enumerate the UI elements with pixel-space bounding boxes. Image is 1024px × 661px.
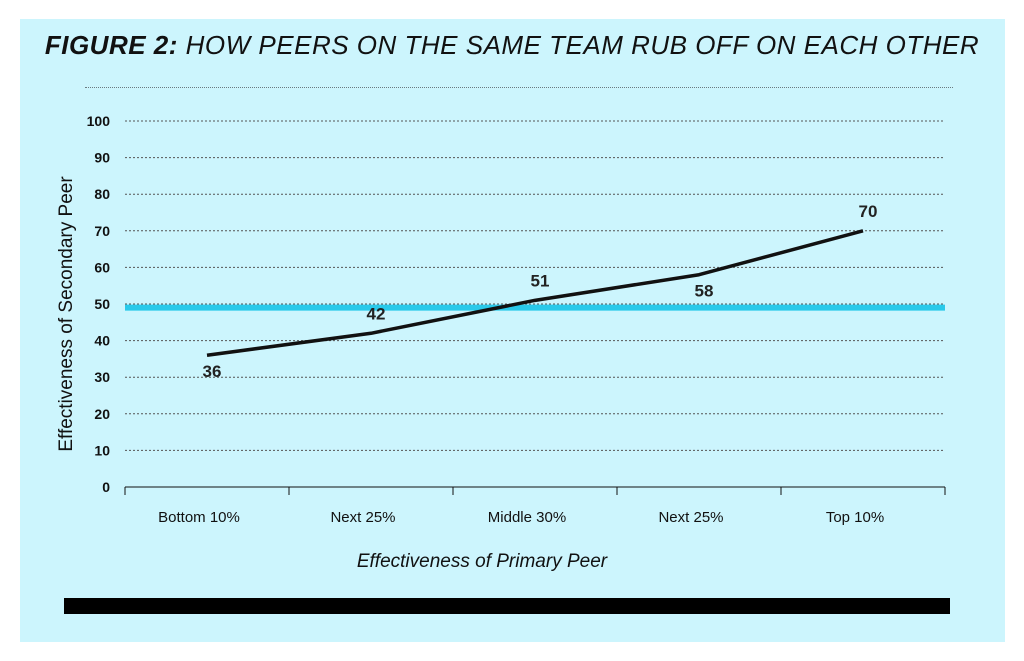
bottom-bar	[64, 598, 950, 614]
y-tick-label: 100	[87, 113, 111, 129]
title-divider	[85, 87, 953, 88]
x-tick-label: Bottom 10%	[158, 509, 240, 526]
x-tick-label: Next 25%	[658, 509, 723, 526]
y-tick-label: 20	[94, 406, 110, 422]
data-label: 51	[531, 271, 550, 290]
y-axis-title: Effectiveness of Secondary Peer	[56, 176, 77, 452]
x-axis: Bottom 10% Next 25% Middle 30% Next 25% Top …	[124, 486, 946, 526]
data-labels: 36 42 51 58 70	[203, 202, 878, 381]
y-axis-ticks: 0 10 20 30 40 50 60 70 80 90 100	[87, 113, 111, 495]
title-prefix: FIGURE 2:	[44, 30, 178, 60]
y-tick-label: 30	[94, 369, 110, 385]
x-axis-title: Effectiveness of Primary Peer	[357, 551, 608, 572]
chart-title: FIGURE 2: HOW PEERS ON THE SAME TEAM RUB…	[0, 30, 1024, 61]
series-line	[206, 229, 864, 357]
data-label: 58	[695, 282, 714, 301]
chart-panel	[20, 19, 1005, 642]
y-tick-label: 80	[94, 186, 110, 202]
data-label: 36	[203, 362, 222, 381]
y-tick-label: 0	[102, 479, 110, 495]
y-tick-label: 50	[94, 296, 110, 312]
x-tick-label: Middle 30%	[488, 509, 566, 526]
y-tick-label: 90	[94, 150, 110, 166]
x-tick-label: Top 10%	[826, 509, 884, 526]
title-text: HOW PEERS ON THE SAME TEAM RUB OFF ON EA…	[185, 30, 980, 60]
x-tick-label: Next 25%	[330, 509, 395, 526]
gridlines	[125, 120, 945, 451]
y-tick-label: 60	[94, 259, 110, 275]
y-tick-label: 10	[94, 442, 110, 458]
y-tick-label: 70	[94, 223, 110, 239]
data-label: 70	[859, 202, 878, 221]
data-label: 42	[367, 304, 386, 323]
y-tick-label: 40	[94, 333, 110, 349]
